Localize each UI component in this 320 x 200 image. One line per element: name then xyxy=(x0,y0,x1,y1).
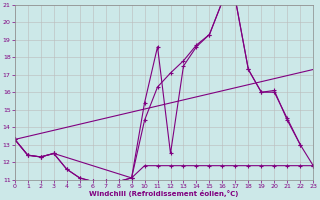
X-axis label: Windchill (Refroidissement éolien,°C): Windchill (Refroidissement éolien,°C) xyxy=(89,190,239,197)
